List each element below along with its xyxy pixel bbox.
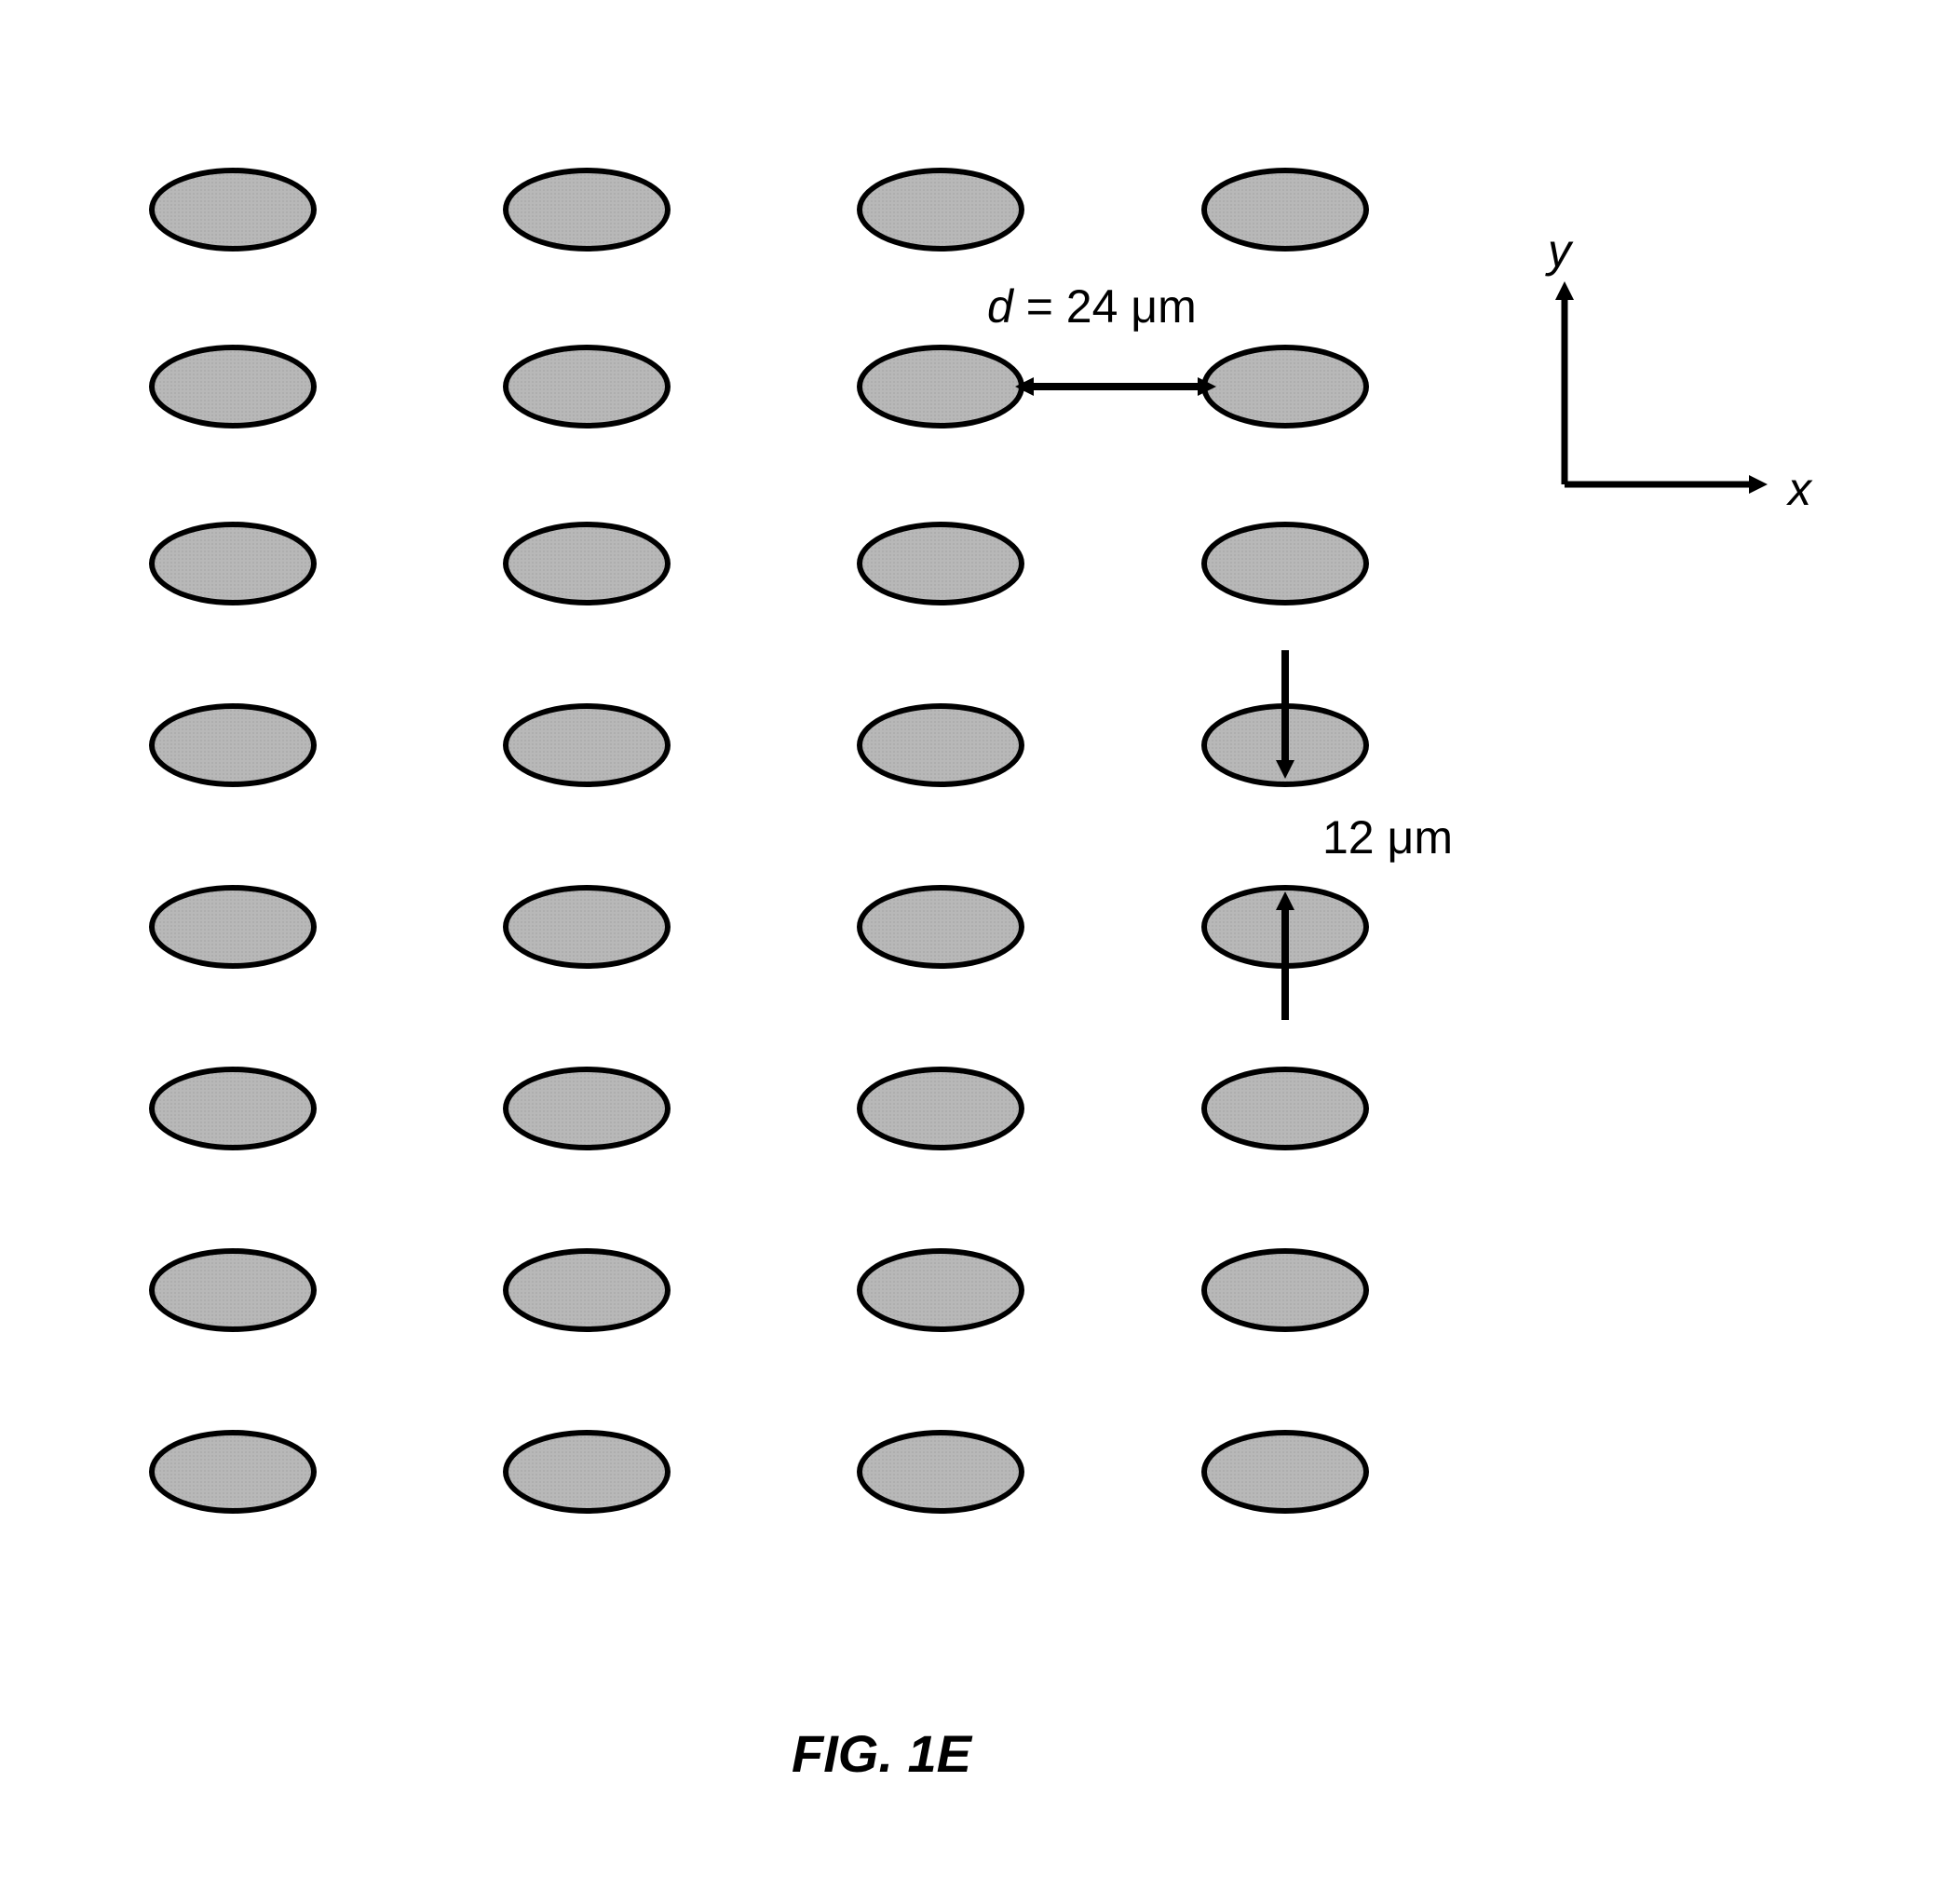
grid-ellipse bbox=[857, 1248, 1024, 1332]
grid-ellipse bbox=[149, 1067, 317, 1150]
grid-ellipse bbox=[503, 345, 671, 428]
grid-ellipse bbox=[503, 885, 671, 969]
grid-ellipse bbox=[149, 168, 317, 252]
grid-ellipse bbox=[149, 345, 317, 428]
grid-ellipse bbox=[503, 703, 671, 787]
grid-ellipse bbox=[503, 168, 671, 252]
grid-ellipse bbox=[1201, 1430, 1369, 1514]
grid-ellipse bbox=[1201, 522, 1369, 605]
dimension-value: = 24 μm bbox=[1013, 280, 1197, 333]
figure-container: d = 24 μm 12 μm x y FIG. 1E bbox=[0, 0, 1938, 1904]
grid-ellipse bbox=[503, 1248, 671, 1332]
grid-ellipse bbox=[1201, 885, 1369, 969]
grid-ellipse bbox=[149, 885, 317, 969]
grid-ellipse bbox=[149, 522, 317, 605]
y-axis-label: y bbox=[1548, 224, 1571, 278]
grid-ellipse bbox=[1201, 1248, 1369, 1332]
dimension-value: 12 μm bbox=[1322, 811, 1453, 864]
grid-ellipse bbox=[857, 522, 1024, 605]
grid-ellipse bbox=[857, 345, 1024, 428]
grid-ellipse bbox=[857, 1067, 1024, 1150]
grid-ellipse bbox=[503, 1430, 671, 1514]
grid-ellipse bbox=[857, 703, 1024, 787]
grid-ellipse bbox=[1201, 345, 1369, 428]
grid-ellipse bbox=[149, 1248, 317, 1332]
dimension-variable: d bbox=[987, 280, 1013, 333]
grid-ellipse bbox=[149, 703, 317, 787]
x-axis-label: x bbox=[1788, 462, 1811, 516]
grid-ellipse bbox=[503, 1067, 671, 1150]
grid-ellipse bbox=[1201, 703, 1369, 787]
vertical-dimension-label: 12 μm bbox=[1322, 810, 1453, 864]
horizontal-dimension-label: d = 24 μm bbox=[987, 279, 1197, 333]
grid-ellipse bbox=[1201, 168, 1369, 252]
grid-ellipse bbox=[857, 885, 1024, 969]
grid-ellipse bbox=[857, 168, 1024, 252]
figure-caption: FIG. 1E bbox=[792, 1723, 971, 1784]
grid-ellipse bbox=[503, 522, 671, 605]
grid-ellipse bbox=[149, 1430, 317, 1514]
grid-ellipse bbox=[857, 1430, 1024, 1514]
grid-ellipse bbox=[1201, 1067, 1369, 1150]
